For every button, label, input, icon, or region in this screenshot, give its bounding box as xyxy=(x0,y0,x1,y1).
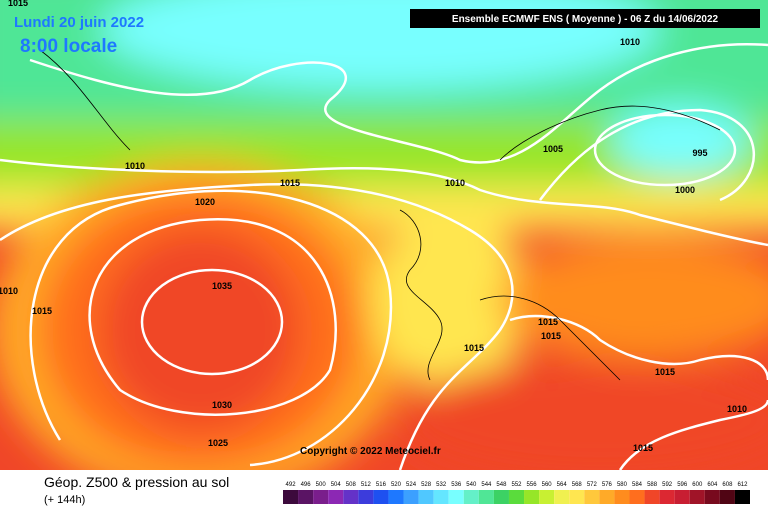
scale-label: 548 xyxy=(496,482,507,488)
scale-label: 588 xyxy=(647,482,658,488)
copyright: Copyright © 2022 Meteociel.fr xyxy=(300,446,441,457)
scale-label: 496 xyxy=(301,482,312,488)
isobar-label: 995 xyxy=(692,148,707,158)
scale-label: 612 xyxy=(737,482,748,488)
isobar-label: 1015 xyxy=(655,367,675,377)
scale-label: 500 xyxy=(316,482,327,488)
scale-swatch xyxy=(463,490,479,504)
scale-label: 580 xyxy=(617,482,628,488)
scale-label: 552 xyxy=(511,482,522,488)
scale-label: 512 xyxy=(361,482,372,488)
scale-swatch xyxy=(689,490,705,504)
color-scale: 492 496 500 504 508 512 516 520 524 528 532 536 540 5… xyxy=(283,482,750,504)
isobar-label: 1010 xyxy=(125,161,145,171)
scale-swatch xyxy=(644,490,660,504)
isobar-label: 1015 xyxy=(32,306,52,316)
map xyxy=(0,0,768,500)
scale-swatch xyxy=(674,490,690,504)
scale-swatch xyxy=(734,490,750,504)
scale-label: 544 xyxy=(481,482,492,488)
scale-label: 604 xyxy=(707,482,718,488)
isobar-label: 1015 xyxy=(8,0,28,8)
isobar-label: 1010 xyxy=(445,178,465,188)
scale-swatch xyxy=(478,490,494,504)
scale-label: 600 xyxy=(692,482,703,488)
scale-swatch xyxy=(524,490,540,504)
scale-label: 608 xyxy=(722,482,733,488)
scale-label: 568 xyxy=(572,482,583,488)
scale-swatch xyxy=(313,490,329,504)
scale-label: 532 xyxy=(436,482,447,488)
scale-swatch xyxy=(298,490,314,504)
legend-title: Géop. Z500 & pression au sol xyxy=(44,474,229,490)
scale-swatch xyxy=(704,490,720,504)
isobar-label: 1020 xyxy=(195,197,215,207)
isobar-label: 1025 xyxy=(208,438,228,448)
scale-label: 564 xyxy=(557,482,568,488)
scale-label: 584 xyxy=(632,482,643,488)
scale-label: 572 xyxy=(587,482,598,488)
scale-label: 560 xyxy=(542,482,553,488)
isobar-label: 1000 xyxy=(675,185,695,195)
scale-swatch xyxy=(328,490,344,504)
scale-swatch xyxy=(719,490,735,504)
scale-swatch xyxy=(554,490,570,504)
isobar-label: 1035 xyxy=(212,281,232,291)
scale-label: 596 xyxy=(677,482,688,488)
isobar-labels: 1015 1010 1010 1015 1010 1005 995 1000 1020 1010 1… xyxy=(0,0,747,453)
scale-swatch xyxy=(584,490,600,504)
scale-swatch xyxy=(614,490,630,504)
scale-swatch xyxy=(599,490,615,504)
scale-swatch xyxy=(659,490,675,504)
isobar-label: 1015 xyxy=(280,178,300,188)
scale-label: 592 xyxy=(662,482,673,488)
time: 8:00 locale xyxy=(20,36,117,57)
date: Lundi 20 juin 2022 xyxy=(14,14,144,31)
scale-swatch xyxy=(569,490,585,504)
scale-swatch xyxy=(418,490,434,504)
scale-label: 508 xyxy=(346,482,357,488)
scale-swatch xyxy=(539,490,555,504)
scale-swatch xyxy=(493,490,509,504)
scale-label: 540 xyxy=(466,482,477,488)
scale-label: 576 xyxy=(602,482,613,488)
isobar-label: 1010 xyxy=(620,37,640,47)
scale-label: 524 xyxy=(406,482,417,488)
scale-label: 516 xyxy=(376,482,387,488)
scale-swatch xyxy=(343,490,359,504)
scale-swatch xyxy=(388,490,404,504)
model-info: Ensemble ECMWF ENS ( Moyenne ) - 06 Z du… xyxy=(452,14,719,25)
isobar-label: 1015 xyxy=(464,343,484,353)
scale-swatch xyxy=(283,490,299,504)
isobar-label: 1010 xyxy=(727,404,747,414)
scale-swatch xyxy=(508,490,525,504)
scale-swatch xyxy=(448,490,464,504)
model-banner xyxy=(410,9,760,28)
isobar-label: 1010 xyxy=(0,286,18,296)
scale-label: 504 xyxy=(331,482,342,488)
scale-swatch xyxy=(373,490,389,504)
scale-label: 492 xyxy=(286,482,297,488)
scale-label: 536 xyxy=(451,482,462,488)
legend-subtitle: (+ 144h) xyxy=(44,494,85,506)
isobar-label: 1015 xyxy=(541,331,561,341)
isobar-label: 1015 xyxy=(538,317,558,327)
scale-swatch xyxy=(433,490,449,504)
isobar-label: 1005 xyxy=(543,144,563,154)
scale-label: 528 xyxy=(421,482,432,488)
scale-swatch xyxy=(629,490,645,504)
isobar-label: 1015 xyxy=(633,443,653,453)
scale-label: 556 xyxy=(527,482,538,488)
scale-label: 520 xyxy=(391,482,402,488)
scale-swatch xyxy=(403,490,419,504)
isobar-label: 1030 xyxy=(212,400,232,410)
scale-swatch xyxy=(358,490,374,504)
